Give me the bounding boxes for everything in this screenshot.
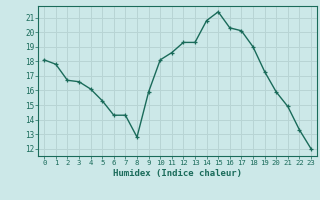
X-axis label: Humidex (Indice chaleur): Humidex (Indice chaleur) xyxy=(113,169,242,178)
